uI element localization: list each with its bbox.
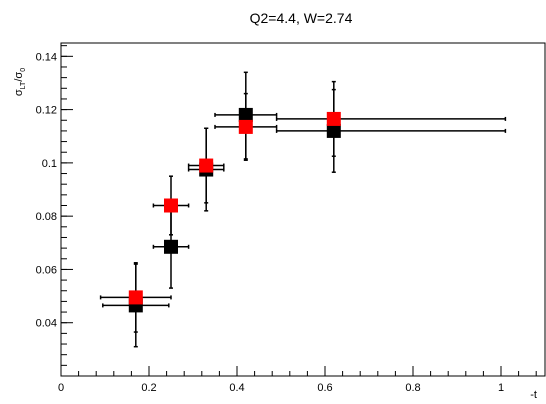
x-tick-label: 0	[58, 382, 64, 394]
plot-frame	[60, 42, 546, 377]
y-label-over: /σ	[13, 72, 25, 82]
x-tick-label: 0.2	[141, 382, 156, 394]
data-point-marker	[238, 119, 253, 134]
y-tick-label: 0.1	[42, 158, 57, 170]
y-tick-label: 0.12	[36, 105, 57, 117]
y-tick-label: 0.06	[36, 264, 57, 276]
svg-text:σLT/σ0: σLT/σ0	[13, 68, 27, 96]
y-label-base: σ	[13, 89, 25, 96]
y-label-sub2: 0	[20, 68, 27, 72]
y-tick-label: 0.04	[36, 318, 57, 330]
x-tick-label: 1	[498, 382, 504, 394]
data-marks	[99, 71, 507, 348]
data-point-marker	[164, 198, 178, 213]
y-tick-label: 0.08	[36, 211, 57, 223]
axes: 0 0.2 0.4 0.6 0.8 1 0.04 0.06 0.08 0.1 0.12 0.14	[36, 45, 537, 394]
y-axis-label: σLT/σ0	[13, 68, 27, 96]
y-label-sub: LT	[20, 81, 27, 89]
x-tick-label: 0.8	[405, 382, 420, 394]
data-point-marker	[326, 111, 341, 126]
x-tick-label: 0.4	[229, 382, 244, 394]
y-tick-label: 0.14	[36, 51, 57, 63]
data-point-marker	[128, 290, 143, 305]
data-point-marker	[164, 239, 178, 254]
series-1	[102, 71, 507, 348]
series-2	[99, 80, 507, 333]
x-axis-label: -t	[530, 389, 537, 401]
x-tick-label: 0.6	[317, 382, 332, 394]
data-point-marker	[199, 158, 214, 173]
chart-title: Q2=4.4, W=2.74	[250, 10, 353, 26]
